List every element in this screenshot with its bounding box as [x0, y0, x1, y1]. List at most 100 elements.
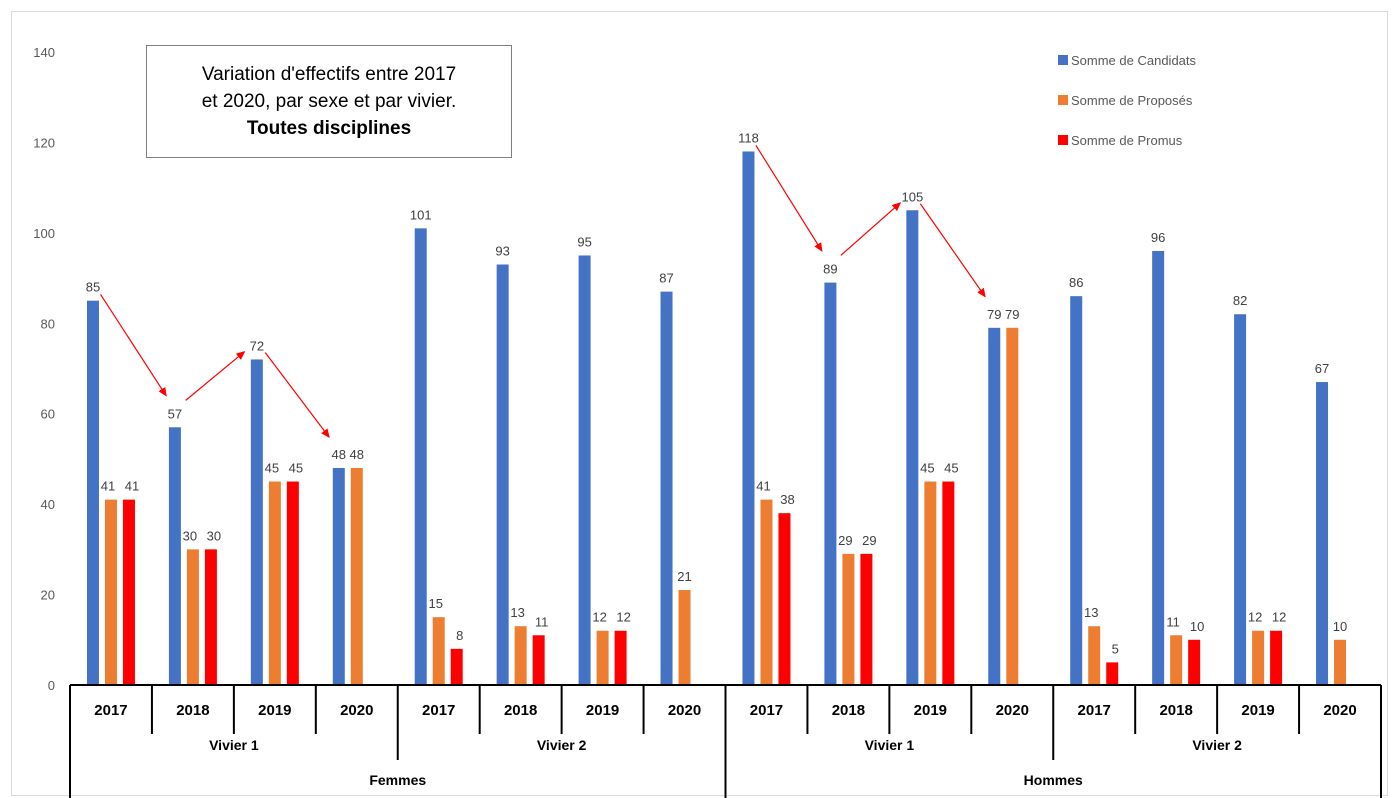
- chart-title-line-2: et 2020, par sexe et par vivier.: [201, 91, 457, 112]
- trend-arrow: [840, 202, 902, 256]
- bar: [906, 210, 919, 685]
- x-vivier-label: Vivier 1: [209, 737, 259, 753]
- data-label: 30: [183, 528, 197, 543]
- data-label: 118: [738, 130, 759, 145]
- data-label: 101: [410, 207, 432, 222]
- x-year-label: 2018: [832, 702, 865, 719]
- data-label: 10: [1190, 619, 1204, 634]
- bar: [186, 549, 199, 685]
- data-label: 93: [495, 244, 509, 259]
- legend-label-candidats: Somme de Candidats: [1071, 52, 1197, 68]
- x-year-label: 2018: [176, 702, 209, 719]
- legend-label-promus: Somme de Promus: [1071, 132, 1183, 148]
- bar: [678, 590, 691, 685]
- x-year-label: 2017: [94, 702, 127, 719]
- x-vivier-label: Vivier 2: [537, 737, 587, 753]
- x-year-label: 2018: [1159, 702, 1192, 719]
- data-label: 13: [510, 605, 524, 620]
- bar: [596, 630, 609, 685]
- data-label: 12: [616, 610, 630, 625]
- bar: [514, 626, 527, 685]
- data-label: 29: [862, 533, 876, 548]
- x-year-label: 2019: [1241, 702, 1274, 719]
- bar: [824, 282, 837, 685]
- bar: [168, 427, 181, 685]
- bar: [1234, 314, 1247, 685]
- trend-arrows: [100, 145, 986, 439]
- data-label: 72: [250, 338, 264, 353]
- bar: [122, 499, 135, 685]
- bar: [204, 549, 217, 685]
- data-label: 105: [901, 189, 923, 204]
- data-label: 12: [592, 610, 606, 625]
- x-axis-multilevel: 2017 2018 2019 2020 2017 2018 2019 2020 2017 2018…: [69, 684, 1382, 798]
- data-label: 82: [1233, 293, 1247, 308]
- x-year-label: 2019: [586, 702, 619, 719]
- bar: [496, 264, 509, 685]
- y-tick-label: 20: [41, 588, 55, 603]
- bar: [778, 513, 791, 685]
- x-year-label: 2020: [668, 702, 701, 719]
- bar: [268, 481, 281, 685]
- bar: [286, 481, 299, 685]
- x-year-label: 2020: [1323, 702, 1356, 719]
- data-label: 45: [920, 461, 934, 476]
- y-tick-label: 60: [41, 407, 55, 422]
- x-year-label: 2020: [996, 702, 1029, 719]
- data-label: 79: [987, 307, 1001, 322]
- bar: [86, 300, 99, 685]
- chart-title-line-1: Variation d'effectifs entre 2017: [201, 64, 457, 85]
- bar: [924, 481, 937, 685]
- bars: [86, 151, 1347, 686]
- bar: [842, 553, 855, 685]
- chart-frame: [11, 11, 1388, 796]
- bar: [1316, 382, 1329, 685]
- bar: [1088, 626, 1101, 685]
- data-label: 12: [1248, 610, 1262, 625]
- data-label: 85: [86, 280, 100, 295]
- y-tick-label: 140: [33, 45, 55, 60]
- data-label: 5: [1112, 641, 1119, 656]
- data-label: 41: [125, 479, 139, 494]
- x-year-label: 2019: [914, 702, 947, 719]
- data-label: 11: [1166, 614, 1180, 629]
- legend-item-promus: Somme de Promus: [1058, 130, 1196, 150]
- x-year-label: 2017: [1078, 702, 1111, 719]
- data-label: 13: [1084, 605, 1098, 620]
- bar: [414, 228, 427, 686]
- data-label: 30: [207, 528, 221, 543]
- legend-item-candidats: Somme de Candidats: [1058, 50, 1196, 70]
- data-label: 10: [1333, 619, 1347, 634]
- bar: [450, 648, 463, 685]
- bar: [614, 630, 627, 685]
- data-label: 11: [535, 614, 549, 629]
- trend-arrow: [264, 352, 330, 439]
- bar: [660, 291, 673, 685]
- bar: [1152, 250, 1165, 685]
- y-tick-label: 80: [41, 316, 55, 331]
- bar: [104, 499, 117, 685]
- data-label: 15: [428, 596, 442, 611]
- data-label: 89: [823, 262, 837, 277]
- legend-swatch-candidats: [1058, 55, 1068, 65]
- data-label: 41: [101, 479, 115, 494]
- data-label: 8: [456, 628, 463, 643]
- bar: [578, 255, 591, 685]
- bar: [1334, 639, 1347, 685]
- x-year-label: 2019: [258, 702, 291, 719]
- bar: [532, 635, 545, 685]
- data-label: 21: [677, 569, 691, 584]
- trend-arrow: [100, 294, 167, 397]
- x-sex-label: Hommes: [1024, 772, 1083, 788]
- data-label: 12: [1272, 610, 1286, 625]
- data-label: 45: [944, 461, 958, 476]
- legend: Somme de Candidats Somme de Proposés Som…: [1058, 50, 1196, 170]
- bar: [1188, 639, 1201, 685]
- trend-arrow: [185, 351, 246, 401]
- bar: [860, 553, 873, 685]
- data-label: 48: [350, 447, 364, 462]
- data-label: 29: [838, 533, 852, 548]
- bar: [1006, 327, 1019, 685]
